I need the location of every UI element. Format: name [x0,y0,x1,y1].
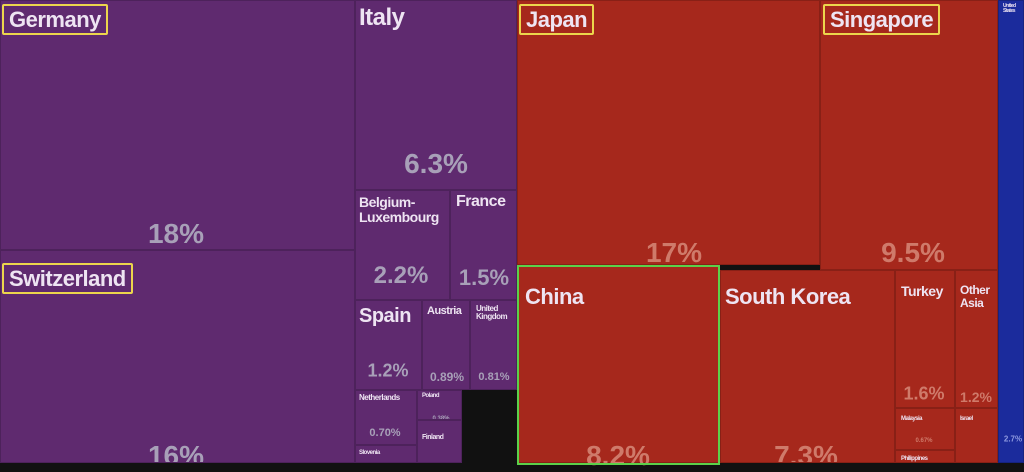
tile-share: 6.3% [404,148,468,179]
tile[interactable]: Finland [417,420,462,463]
tile-share: 17% [645,237,703,265]
tile-label: Malaysia [901,416,923,422]
tile[interactable]: Switzerland 16% [0,250,355,463]
tile-label: Netherlands [359,393,400,402]
tile-label: Other Asia [960,283,990,310]
tile[interactable]: Malaysia 0.67% [895,408,955,450]
tile-share: 0.67% [915,438,933,444]
tile-share: 1.6% [903,383,945,404]
tile-label: China [525,284,584,309]
tile-label: Poland [422,393,440,399]
tile-share: 1.5% [458,265,510,290]
tile[interactable]: Singapore 9.5% [820,0,998,270]
tile-label: Germany [2,4,108,36]
tile[interactable]: Spain 1.2% [355,300,422,390]
tile-share: 0.81% [478,371,510,383]
tile[interactable]: United States 2.7% [998,0,1024,463]
tile-share: 0.70% [369,427,401,439]
tile-label: Japan [519,4,595,36]
tile[interactable]: Philippines [895,450,955,463]
tile-label: Israel [960,416,973,422]
tile-label: France [456,193,506,210]
tile-share: 18% [147,218,205,249]
tile-label: Slovenia [359,450,380,456]
tile[interactable]: Other Asia 1.2% [955,270,998,408]
tile-share: 0.89% [429,370,465,384]
tile-share: 2.2% [373,262,429,289]
tile[interactable]: Austria 0.89% [422,300,470,390]
tile-share: 7.3% [774,440,838,463]
tile[interactable]: China 8.2% [517,265,720,471]
tile-share: 0.38% [432,416,450,420]
tile[interactable]: Germany 18% [0,0,355,250]
tile-share: 2.7% [1003,434,1023,444]
tile-label: United States [1003,3,1016,15]
tile[interactable]: Netherlands 0.70% [355,390,417,445]
tile-share: 1.2% [960,389,992,405]
tile-label: Turkey [901,283,943,299]
tile-share: 9.5% [881,237,945,268]
tile[interactable]: Slovenia [355,445,417,463]
tile-label: Spain [359,305,411,327]
tile-label: United Kingdom [476,304,508,322]
tile[interactable]: France 1.5% [450,190,517,300]
tile[interactable]: Japan 17% [517,0,820,265]
tile[interactable]: Poland 0.38% [417,390,462,420]
tile-label: Singapore [823,4,941,36]
tile[interactable]: United Kingdom 0.81% [470,300,517,390]
tile-label: South Korea [725,284,851,309]
tile-share: 8.2% [586,440,650,471]
tile[interactable]: Belgium-Luxembourg 2.2% [355,190,450,300]
tile[interactable]: Israel [955,408,998,463]
tile[interactable]: South Korea 7.3% [720,270,895,463]
tile-label: Belgium-Luxembourg [359,194,439,225]
tile[interactable]: Turkey 1.6% [895,270,955,408]
tile-label: Finland [422,434,444,441]
tile-share: 1.2% [367,360,409,381]
tile-label: Philippines [901,456,928,462]
tile-share: 16% [147,440,205,463]
tile-label: Austria [427,305,462,317]
tile-label: Switzerland [2,263,133,295]
tile[interactable]: Italy 6.3% [355,0,517,190]
tile-label: Italy [359,4,405,31]
